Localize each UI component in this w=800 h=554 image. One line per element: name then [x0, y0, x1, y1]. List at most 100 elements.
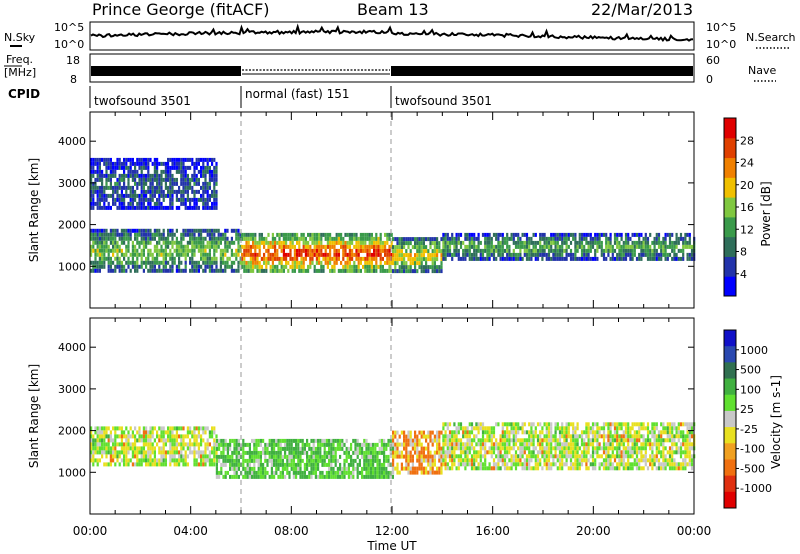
- velocity-cell: [114, 426, 117, 431]
- power-cell: [140, 185, 143, 190]
- velocity-cell: [363, 462, 366, 467]
- power-cell: [605, 240, 608, 245]
- power-cell: [125, 157, 128, 162]
- power-cell: [230, 240, 233, 245]
- power-cell: [182, 228, 185, 233]
- power-cell: [457, 256, 460, 261]
- velocity-cell: [253, 462, 256, 467]
- velocity-cell: [545, 446, 548, 451]
- velocity-cell: [374, 450, 377, 455]
- power-cell: [189, 260, 192, 265]
- power-cell: [193, 177, 196, 182]
- power-cell: [249, 256, 252, 261]
- power-cell: [366, 244, 369, 249]
- velocity-cell: [147, 438, 150, 443]
- power-cell: [245, 252, 248, 257]
- velocity-cell: [427, 434, 430, 439]
- velocity-cell: [125, 458, 128, 463]
- power-cell: [506, 248, 509, 253]
- velocity-cell: [186, 454, 189, 459]
- velocity-cell: [550, 450, 553, 455]
- power-cell: [457, 248, 460, 253]
- power-cell: [182, 157, 185, 162]
- velocity-cell: [248, 450, 251, 455]
- power-cell: [107, 248, 110, 253]
- velocity-cell: [347, 454, 350, 459]
- power-cell: [359, 256, 362, 261]
- power-cell: [191, 232, 194, 237]
- velocity-cell: [288, 442, 291, 447]
- velocity-cell: [660, 466, 663, 471]
- velocity-cell: [231, 458, 234, 463]
- velocity-cell: [127, 430, 130, 435]
- power-cell: [425, 245, 428, 250]
- power-cell: [558, 248, 562, 253]
- velocity-cell: [457, 458, 460, 463]
- power-cell: [114, 197, 117, 202]
- velocity-cell: [543, 446, 546, 451]
- velocity-cell: [682, 434, 685, 439]
- power-cell: [160, 201, 163, 206]
- velocity-cell: [105, 446, 108, 451]
- power-cell: [444, 236, 447, 241]
- power-cell: [664, 240, 667, 245]
- power-cell: [123, 228, 126, 233]
- power-cell: [278, 240, 281, 245]
- velocity-cell: [343, 450, 346, 455]
- velocity-cell: [486, 426, 489, 431]
- velocity-cell: [688, 442, 691, 447]
- velocity-cell: [576, 462, 579, 467]
- power-cell: [671, 240, 674, 245]
- power-cell: [344, 240, 347, 245]
- power-cell: [313, 264, 316, 269]
- power-cell: [256, 244, 259, 249]
- velocity-cell: [224, 462, 227, 467]
- velocity-cell: [281, 438, 284, 443]
- power-cell: [453, 240, 456, 245]
- velocity-cell: [686, 454, 689, 459]
- velocity-cell: [407, 434, 410, 439]
- velocity-cell: [328, 466, 331, 471]
- velocity-cell: [125, 446, 128, 451]
- power-cell: [609, 256, 612, 261]
- power-cell: [167, 260, 170, 265]
- velocity-cell: [325, 442, 328, 447]
- power-cell: [638, 252, 641, 257]
- power-cell: [136, 236, 139, 241]
- velocity-cell: [193, 446, 196, 451]
- power-cell: [169, 197, 172, 202]
- velocity-cell: [523, 430, 526, 435]
- power-cell: [175, 244, 178, 249]
- power-cell: [291, 232, 294, 237]
- velocity-cell: [193, 426, 196, 431]
- power-cell: [134, 264, 137, 269]
- velocity-cell: [534, 458, 537, 463]
- velocity-cell: [616, 438, 619, 443]
- power-cell: [688, 252, 691, 257]
- power-cell: [646, 252, 650, 257]
- velocity-cell: [268, 474, 271, 479]
- power-cell: [129, 232, 132, 237]
- power-cell: [125, 205, 128, 210]
- velocity-cell: [134, 426, 137, 431]
- velocity-cell: [138, 426, 141, 431]
- velocity-cell: [567, 450, 570, 455]
- velocity-cell: [629, 438, 632, 443]
- velocity-cell: [514, 466, 518, 471]
- power-cell: [112, 197, 115, 202]
- power-cell: [287, 260, 290, 265]
- power-cell: [296, 232, 299, 237]
- velocity-cell: [107, 462, 110, 467]
- velocity-cell: [651, 462, 654, 467]
- velocity-cell: [242, 458, 245, 463]
- power-cell: [388, 264, 391, 269]
- velocity-cell: [528, 462, 531, 467]
- velocity-cell: [640, 458, 643, 463]
- power-cell: [147, 248, 150, 253]
- power-cell: [479, 248, 482, 253]
- velocity-cell: [251, 470, 254, 475]
- velocity-cell: [479, 462, 482, 467]
- velocity-cell: [118, 462, 121, 467]
- power-cell: [90, 193, 93, 198]
